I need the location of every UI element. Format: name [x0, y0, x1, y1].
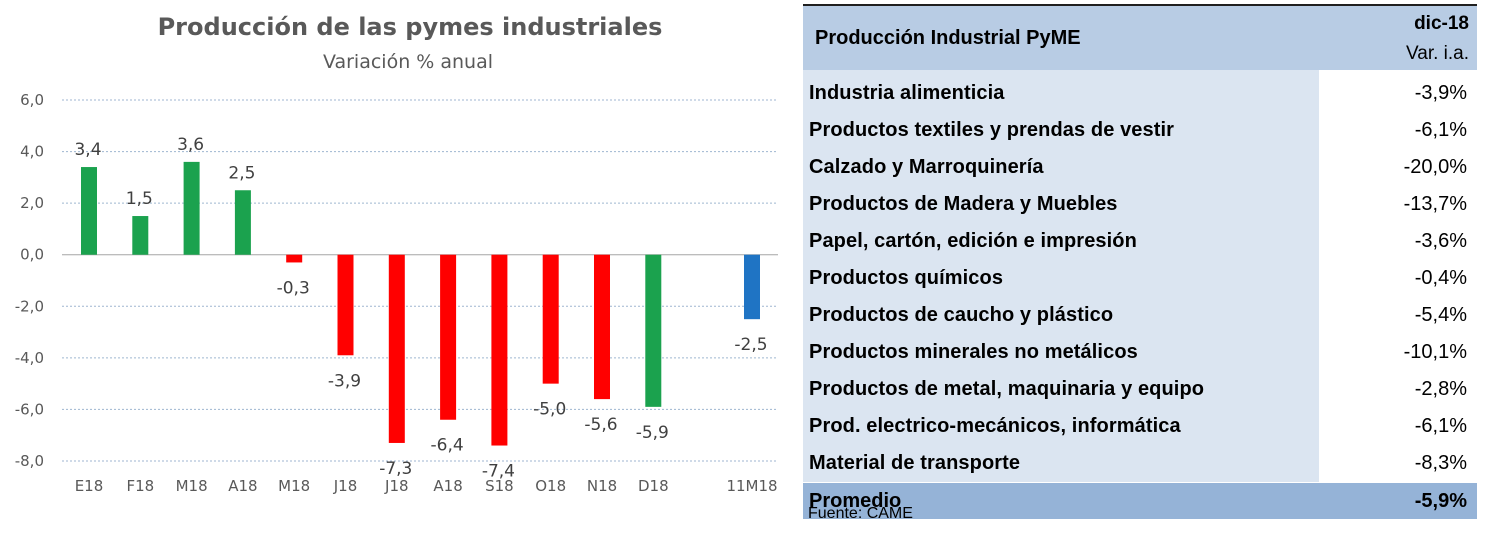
x-tick-label: A18	[433, 477, 462, 495]
y-tick-label: -8,0	[15, 452, 44, 470]
table-row-label: Material de transporte	[803, 445, 1319, 483]
average-label: Promedio	[803, 482, 1319, 519]
table-row-value: -10,1%	[1319, 334, 1477, 371]
table-row: Prod. electrico-mecánicos, informática -6…	[803, 408, 1477, 445]
y-tick-label: -4,0	[15, 349, 44, 367]
table-row-value: -2,8%	[1319, 371, 1477, 408]
table-header-right: dic-18 Var. i.a.	[1319, 4, 1477, 70]
production-table: Producción Industrial PyME dic-18 Var. i…	[803, 4, 1477, 519]
table-row: Calzado y Marroquinería -20,0%	[803, 149, 1477, 186]
bar-d18	[645, 254, 662, 407]
x-tick-label: A18	[228, 477, 257, 495]
data-label: 1,5	[126, 189, 153, 209]
bar-o18	[542, 254, 559, 384]
bar-chart: Producción de las pymes industriales Var…	[15, 13, 778, 495]
bar-m18	[183, 161, 200, 255]
x-axis-ticks: E18 F18 M18 A18 M18 J18 J18 A18 S18 O18 N18 D18 11M1…	[75, 477, 778, 495]
average-value: -5,9%	[1319, 482, 1477, 519]
table-row-label: Productos de caucho y plástico	[803, 297, 1319, 334]
bar-11m18	[744, 254, 760, 320]
y-tick-label: 2,0	[20, 194, 44, 212]
table-row-value: -5,4%	[1319, 297, 1477, 334]
source-note: Fuente: CAME	[808, 505, 913, 522]
data-label: -7,3	[379, 459, 412, 479]
table-row-label: Productos minerales no metálicos	[803, 334, 1319, 371]
table-row-value: -3,6%	[1319, 223, 1477, 260]
table-header-row: Producción Industrial PyME dic-18 Var. i…	[803, 4, 1477, 70]
table-row-value: -6,1%	[1319, 408, 1477, 445]
data-labels: 3,4 1,5 3,6 2,5 -0,3 -3,9 -7,3 -6,4 -7,4 -5,0 -5,6…	[74, 135, 767, 482]
data-label: -5,9	[636, 423, 669, 443]
data-label: 3,6	[177, 135, 204, 155]
x-tick-label: O18	[535, 477, 566, 495]
y-tick-label: -6,0	[15, 400, 44, 418]
table-header-title: Producción Industrial PyME	[803, 4, 1319, 70]
table-row-label: Papel, cartón, edición e impresión	[803, 223, 1319, 260]
table-row: Papel, cartón, edición e impresión -3,6%	[803, 223, 1477, 260]
bar-j18	[388, 254, 405, 443]
y-tick-label: 6,0	[20, 91, 44, 109]
table-header-unit: Var. i.a.	[1405, 43, 1469, 64]
table-row-value: -0,4%	[1319, 260, 1477, 297]
data-label: -5,0	[533, 400, 566, 420]
table-row-value: -8,3%	[1319, 445, 1477, 483]
x-tick-label: J18	[333, 477, 358, 495]
data-label: -7,4	[482, 462, 515, 482]
x-tick-label: J18	[384, 477, 409, 495]
table-row: Productos de Madera y Muebles -13,7%	[803, 186, 1477, 223]
data-label: 3,4	[74, 140, 101, 160]
bar-s18	[491, 254, 508, 446]
data-label: -2,5	[734, 335, 767, 355]
table-row-label: Productos químicos	[803, 260, 1319, 297]
table-row-label: Prod. electrico-mecánicos, informática	[803, 408, 1319, 445]
table-average-row: Promedio -5,9%	[803, 482, 1477, 519]
table-row-label: Productos de metal, maquinaria y equipo	[803, 371, 1319, 408]
table-row-value: -13,7%	[1319, 186, 1477, 223]
bars	[81, 161, 760, 446]
x-tick-label: 11M18	[726, 477, 777, 495]
x-tick-label: S18	[485, 477, 514, 495]
data-label: -5,6	[584, 415, 617, 435]
y-axis-ticks: 6,0 4,0 2,0 0,0 -2,0 -4,0 -6,0 -8,0	[15, 91, 44, 470]
table-row: Productos de caucho y plástico -5,4%	[803, 297, 1477, 334]
data-label: -6,4	[431, 436, 464, 456]
chart-subtitle: Variación % anual	[323, 51, 493, 73]
x-tick-label: E18	[75, 477, 104, 495]
bar-m18	[286, 254, 303, 263]
x-tick-label: F18	[126, 477, 154, 495]
bar-a18	[440, 254, 457, 420]
bar-f18	[132, 216, 149, 255]
x-tick-label: N18	[587, 477, 617, 495]
table-row-label: Industria alimenticia	[803, 70, 1319, 112]
table-row-value: -3,9%	[1319, 70, 1477, 112]
bar-n18	[594, 254, 610, 400]
x-tick-label: M18	[176, 477, 208, 495]
x-tick-label: M18	[278, 477, 310, 495]
data-label: -0,3	[277, 278, 310, 298]
table-row-label: Productos de Madera y Muebles	[803, 186, 1319, 223]
x-tick-label: D18	[638, 477, 669, 495]
gridlines	[62, 99, 778, 462]
table-row: Productos químicos -0,4%	[803, 260, 1477, 297]
y-tick-label: 0,0	[20, 246, 44, 264]
table-row: Industria alimenticia -3,9%	[803, 70, 1477, 112]
chart-canvas: Producción de las pymes industriales Var…	[15, 13, 778, 495]
table-row: Productos minerales no metálicos -10,1%	[803, 334, 1477, 371]
table-row-value: -20,0%	[1319, 149, 1477, 186]
chart-title: Producción de las pymes industriales	[158, 13, 663, 41]
bar-j18	[337, 254, 354, 356]
table-header-period: dic-18	[1414, 13, 1469, 34]
bar-a18	[234, 190, 251, 255]
data-label: 2,5	[228, 163, 255, 183]
table-row-label: Calzado y Marroquinería	[803, 149, 1319, 186]
y-tick-label: -2,0	[15, 297, 44, 315]
table-row: Productos textiles y prendas de vestir -6…	[803, 112, 1477, 149]
bar-e18	[81, 167, 97, 255]
table-row-value: -6,1%	[1319, 112, 1477, 149]
table-row: Material de transporte -8,3%	[803, 445, 1477, 483]
y-tick-label: 4,0	[20, 143, 44, 161]
data-label: -3,9	[328, 371, 361, 391]
table-row: Productos de metal, maquinaria y equipo -…	[803, 371, 1477, 408]
table-row-label: Productos textiles y prendas de vestir	[803, 112, 1319, 149]
